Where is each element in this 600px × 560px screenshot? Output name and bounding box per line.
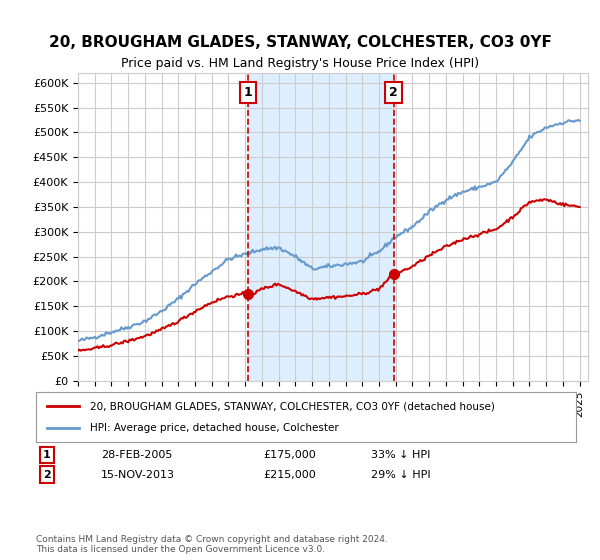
Text: 15-NOV-2013: 15-NOV-2013	[101, 470, 175, 479]
Text: 33% ↓ HPI: 33% ↓ HPI	[371, 450, 430, 460]
Text: 2: 2	[389, 86, 398, 99]
Text: 1: 1	[244, 86, 253, 99]
Text: 20, BROUGHAM GLADES, STANWAY, COLCHESTER, CO3 0YF (detached house): 20, BROUGHAM GLADES, STANWAY, COLCHESTER…	[90, 401, 495, 411]
Text: 20, BROUGHAM GLADES, STANWAY, COLCHESTER, CO3 0YF: 20, BROUGHAM GLADES, STANWAY, COLCHESTER…	[49, 35, 551, 50]
Text: Price paid vs. HM Land Registry's House Price Index (HPI): Price paid vs. HM Land Registry's House …	[121, 57, 479, 70]
Text: £215,000: £215,000	[263, 470, 316, 479]
Text: 29% ↓ HPI: 29% ↓ HPI	[371, 470, 430, 479]
Text: Contains HM Land Registry data © Crown copyright and database right 2024.
This d: Contains HM Land Registry data © Crown c…	[36, 535, 388, 554]
Text: 1: 1	[43, 450, 50, 460]
Text: £175,000: £175,000	[263, 450, 316, 460]
Bar	[248, 73, 394, 381]
Text: 2: 2	[43, 470, 50, 479]
Text: 28-FEB-2005: 28-FEB-2005	[101, 450, 172, 460]
Text: HPI: Average price, detached house, Colchester: HPI: Average price, detached house, Colc…	[90, 423, 339, 433]
